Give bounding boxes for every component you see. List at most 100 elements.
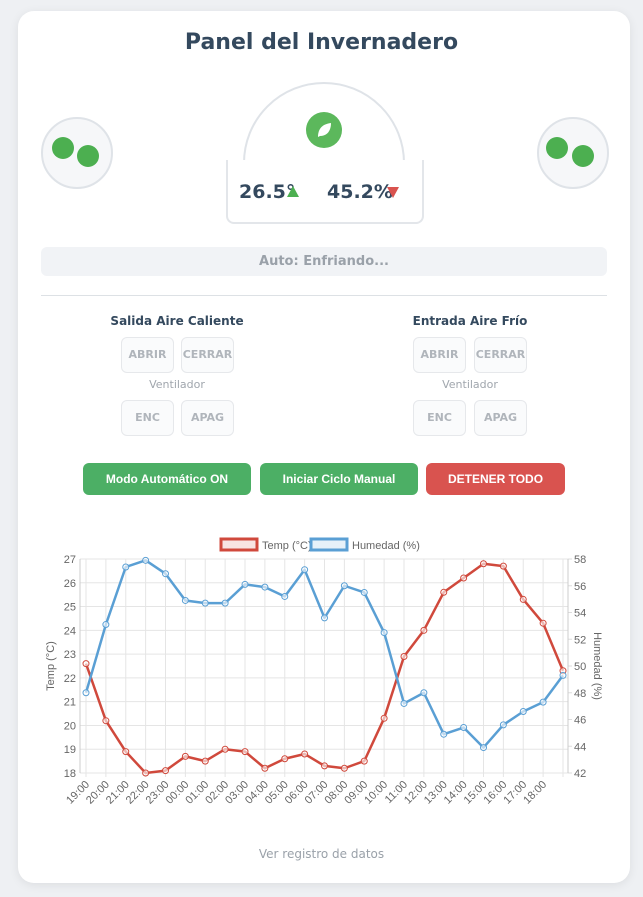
y2-tick-label: 58 xyxy=(574,554,586,566)
status-indicator xyxy=(537,117,609,189)
fan-label: Ventilador xyxy=(442,378,498,391)
manual-cycle-button[interactable]: Iniciar Ciclo Manual xyxy=(260,463,418,495)
y-axis-title: Temp (°C) xyxy=(45,641,57,691)
data-point xyxy=(281,755,289,763)
status-bar: Auto: Enfriando... xyxy=(41,247,607,276)
data-point xyxy=(181,752,189,760)
open-button[interactable]: ABRIR xyxy=(413,337,466,373)
legend-label: Temp (°C) xyxy=(262,540,312,552)
data-point xyxy=(499,562,507,570)
data-point xyxy=(499,721,507,729)
fan-on-button[interactable]: ENC xyxy=(121,400,174,436)
data-point xyxy=(221,745,229,753)
y2-tick-label: 44 xyxy=(574,741,586,753)
legend-swatch xyxy=(309,537,349,552)
indicator-dot xyxy=(572,145,594,167)
chart: 1819202122232425262742444648505254565819… xyxy=(45,537,603,807)
y-tick-label: 22 xyxy=(64,673,76,685)
trend-up xyxy=(287,186,299,197)
data-point xyxy=(460,724,468,732)
fan-label: Ventilador xyxy=(149,378,205,391)
leaf-glyph xyxy=(318,123,331,137)
data-point xyxy=(281,592,289,600)
data-point xyxy=(539,698,547,706)
y-tick-label: 26 xyxy=(64,578,76,590)
y-tick-label: 19 xyxy=(64,744,76,756)
data-point xyxy=(440,730,448,738)
x-tick-label: 10:00 xyxy=(362,779,390,807)
data-point xyxy=(360,757,368,765)
legend-label: Humedad (%) xyxy=(352,540,420,552)
data-point xyxy=(82,689,90,697)
data-point xyxy=(519,595,527,603)
data-point xyxy=(539,619,547,627)
fan-off-button[interactable]: APAG xyxy=(181,400,234,436)
group-title: Entrada Aire Frío xyxy=(412,314,528,328)
indicator-dot xyxy=(77,145,99,167)
y-tick-label: 27 xyxy=(64,554,76,566)
data-point xyxy=(201,757,209,765)
stop-all-button[interactable]: DETENER TODO xyxy=(426,463,565,495)
leaf-icon xyxy=(306,112,342,148)
humidity-reading: 45.2% xyxy=(327,181,393,203)
data-point xyxy=(480,744,487,752)
y-tick-label: 23 xyxy=(64,649,76,661)
data-point xyxy=(559,671,567,679)
data-point xyxy=(301,566,309,574)
y2-tick-label: 54 xyxy=(574,608,586,620)
indicator-dot xyxy=(546,137,568,159)
data-point xyxy=(400,699,408,707)
open-button[interactable]: ABRIR xyxy=(121,337,174,373)
data-point xyxy=(460,574,468,582)
data-point xyxy=(340,764,348,772)
y2-axis-title: Humedad (%) xyxy=(591,632,603,700)
data-point xyxy=(122,748,130,756)
data-log-link[interactable]: Ver registro de datos xyxy=(258,847,385,861)
y-tick-label: 18 xyxy=(64,768,76,780)
data-point xyxy=(201,599,209,607)
auto-mode-button[interactable]: Modo Automático ON xyxy=(83,463,251,495)
data-point xyxy=(142,769,150,777)
data-point xyxy=(380,629,388,637)
data-point xyxy=(122,563,130,571)
data-point xyxy=(519,707,527,715)
data-point xyxy=(380,714,388,722)
fan-on-button[interactable]: ENC xyxy=(413,400,466,436)
legend-swatch xyxy=(219,537,259,552)
data-point xyxy=(241,748,249,756)
title: Panel del Invernadero xyxy=(184,30,459,55)
data-point xyxy=(221,599,229,607)
data-point xyxy=(162,767,169,775)
data-point xyxy=(321,614,328,622)
close-button[interactable]: CERRAR xyxy=(181,337,234,373)
y2-tick-label: 42 xyxy=(574,768,586,780)
data-point xyxy=(162,570,169,578)
data-point xyxy=(261,583,269,591)
y2-tick-label: 48 xyxy=(574,688,586,700)
data-point xyxy=(420,626,428,634)
y2-tick-label: 52 xyxy=(574,634,586,646)
y-tick-label: 20 xyxy=(64,720,76,732)
y2-tick-label: 56 xyxy=(574,581,586,593)
trend-down xyxy=(387,187,399,198)
data-point xyxy=(420,689,428,697)
y-tick-label: 25 xyxy=(64,602,76,614)
y2-tick-label: 50 xyxy=(574,661,586,673)
data-point xyxy=(321,762,328,770)
data-point xyxy=(340,582,348,590)
group-title: Salida Aire Caliente xyxy=(110,314,244,328)
data-point xyxy=(82,660,90,668)
data-point xyxy=(241,580,249,588)
data-point xyxy=(400,652,408,660)
data-point xyxy=(480,560,487,568)
data-point xyxy=(181,596,189,604)
close-button[interactable]: CERRAR xyxy=(474,337,527,373)
data-point xyxy=(301,750,309,758)
data-point xyxy=(360,588,368,596)
data-point xyxy=(102,621,110,629)
data-point xyxy=(142,556,150,564)
fan-off-button[interactable]: APAG xyxy=(474,400,527,436)
status-indicator xyxy=(41,117,113,189)
indicator-dot xyxy=(52,137,74,159)
